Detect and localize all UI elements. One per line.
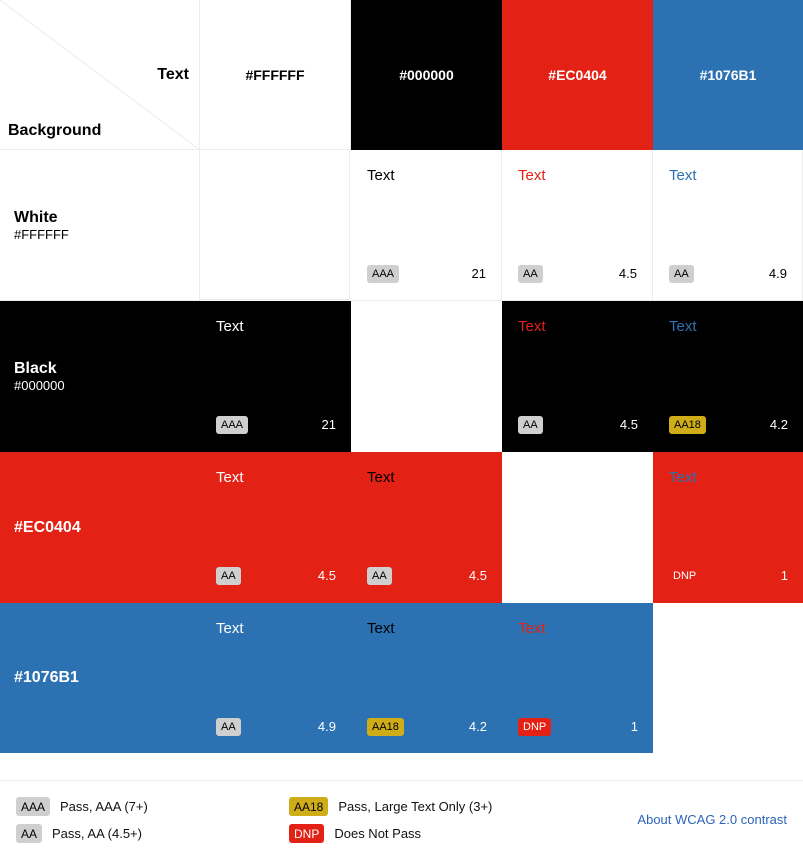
rating-badge: AA	[216, 567, 241, 585]
corner-background-label: Background	[8, 122, 102, 139]
legend-label-aa: Pass, AA (4.5+)	[52, 826, 142, 841]
contrast-ratio: 1	[630, 719, 638, 734]
sample-text: Text	[367, 167, 395, 184]
contrast-ratio: 4.2	[468, 719, 487, 734]
sample-text: Text	[367, 469, 395, 486]
contrast-ratio: 4.5	[317, 568, 336, 583]
rating-badge: AA	[669, 265, 694, 283]
combo-cell: Text AA18 4.2	[653, 301, 803, 452]
combo-cell: Text AA 4.5	[502, 150, 653, 301]
sample-text: Text	[669, 469, 697, 486]
contrast-ratio: 4.5	[618, 266, 637, 281]
column-header: #FFFFFF	[200, 0, 351, 150]
sample-text: Text	[518, 167, 546, 184]
row-hex: #EC0404	[14, 518, 81, 536]
rating-badge: AA	[367, 567, 392, 585]
sample-text: Text	[669, 167, 697, 184]
combo-cell: Text AA 4.9	[200, 603, 351, 753]
column-header: #000000	[351, 0, 502, 150]
combo-cell: Text DNP 1	[502, 603, 653, 753]
sample-text: Text	[518, 620, 546, 637]
rating-badge: DNP	[518, 718, 552, 736]
rating-badge: AA	[518, 416, 543, 434]
rating-badge: AA18	[367, 718, 404, 736]
legend-item-aa: AA Pass, AA (4.5+)	[16, 824, 142, 843]
legend-badge-aa18: AA18	[289, 797, 329, 816]
rating-badge: AA18	[669, 416, 706, 434]
contrast-ratio: 4.9	[317, 719, 336, 734]
combo-cell: Text AAA 21	[351, 150, 502, 301]
corner-header: Text Background	[0, 0, 200, 150]
empty-cell	[200, 150, 350, 300]
combo-cell: Text AA 4.9	[653, 150, 803, 301]
combo-cell: Text AA 4.5	[502, 301, 653, 452]
combo-cell: Text AAA 21	[200, 301, 351, 452]
row-name: Black	[14, 360, 57, 377]
sample-text: Text	[216, 318, 244, 335]
row-name: White	[14, 208, 58, 226]
contrast-ratio: 4.9	[768, 266, 787, 281]
legend-item-dnp: DNP Does Not Pass	[289, 824, 421, 843]
column-hex: #FFFFFF	[245, 66, 305, 83]
contrast-ratio: 21	[471, 266, 486, 281]
empty-cell	[351, 301, 501, 451]
legend-badge-dnp: DNP	[289, 824, 325, 843]
legend-badge-aaa: AAA	[16, 797, 51, 816]
corner-diagonal-line	[0, 0, 200, 150]
combo-cell: Text AA 4.5	[200, 452, 351, 603]
combo-cell: Text AA18 4.2	[351, 603, 502, 753]
contrast-ratio: 4.5	[468, 568, 487, 583]
rating-badge: AAA	[216, 416, 249, 434]
legend-item-aaa: AAA Pass, AAA (7+)	[16, 797, 148, 816]
contrast-ratio: 1	[780, 568, 788, 583]
column-hex: #000000	[399, 67, 454, 83]
legend-label-dnp: Does Not Pass	[334, 826, 422, 841]
legend-label-aa18: Pass, Large Text Only (3+)	[338, 799, 493, 814]
row-hex: #1076B1	[14, 669, 79, 686]
legend-item-aa18: AA18 Pass, Large Text Only (3+)	[289, 797, 492, 816]
row-header: Black #000000	[0, 301, 200, 452]
empty-cell	[653, 603, 803, 753]
rating-badge: DNP	[673, 570, 697, 582]
sample-text: Text	[216, 469, 244, 486]
rating-badge: AA	[216, 718, 241, 736]
sample-text: Text	[216, 620, 244, 637]
contrast-ratio: 4.5	[619, 417, 638, 432]
column-header: #EC0404	[502, 0, 653, 150]
column-hex: #1076B1	[699, 67, 757, 83]
column-header: #1076B1	[653, 0, 803, 150]
row-hex: #FFFFFF	[14, 226, 69, 242]
legend-badge-aa: AA	[16, 824, 43, 843]
corner-text-label: Text	[157, 66, 189, 83]
empty-cell	[502, 452, 652, 602]
row-header: #EC0404	[0, 452, 200, 603]
sample-text: Text	[518, 318, 546, 335]
sample-text: Text	[367, 620, 395, 637]
legend-label-aaa: Pass, AAA (7+)	[60, 799, 148, 814]
row-hex: #000000	[14, 378, 65, 393]
sample-text: Text	[669, 318, 697, 335]
combo-cell: Text AA 4.5	[351, 452, 502, 603]
about-wcag-link[interactable]: About WCAG 2.0 contrast	[637, 812, 787, 827]
contrast-ratio: 4.2	[769, 417, 788, 432]
column-hex: #EC0404	[548, 67, 607, 83]
combo-cell: Text DNP 1	[653, 452, 803, 603]
contrast-ratio: 21	[321, 417, 336, 432]
row-header: White #FFFFFF	[0, 150, 200, 301]
row-header: #1076B1	[0, 603, 200, 753]
contrast-grid: Text Background #FFFFFF #000000 #EC0404 #10…	[0, 0, 803, 753]
rating-badge: AA	[518, 265, 543, 283]
legend: AAA Pass, AAA (7+) AA Pass, AA (4.5+) AA…	[0, 780, 803, 853]
rating-badge: AAA	[367, 265, 400, 283]
